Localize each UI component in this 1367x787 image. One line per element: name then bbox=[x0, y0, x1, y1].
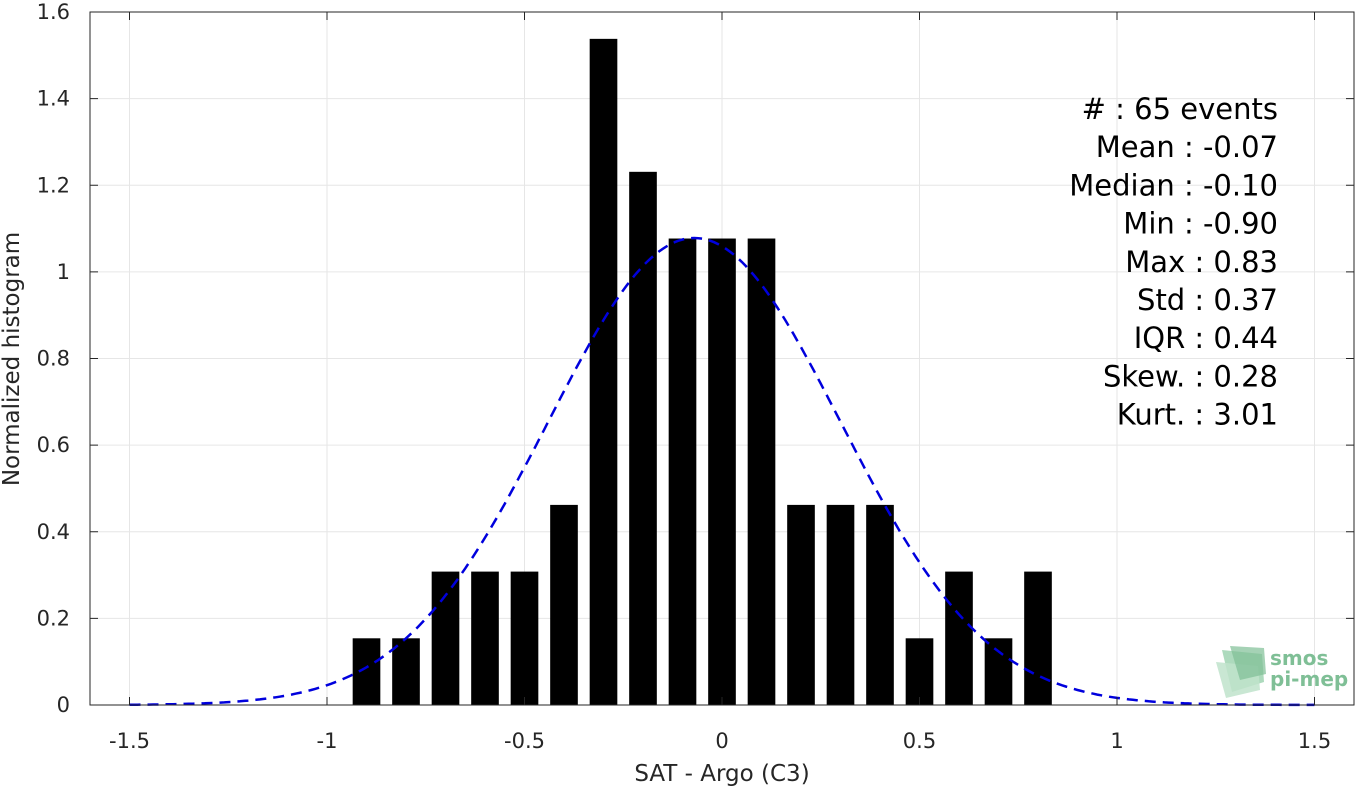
x-tick-label: 0.5 bbox=[903, 729, 936, 753]
y-axis-label: Normalized histogram bbox=[0, 232, 25, 486]
x-tick-label: -1 bbox=[317, 729, 338, 753]
histogram-bar bbox=[866, 504, 894, 705]
x-axis-label: SAT - Argo (C3) bbox=[634, 761, 809, 787]
y-tick-label: 0.2 bbox=[37, 606, 70, 630]
histogram-bar bbox=[352, 638, 381, 705]
logo-text-pimep: pi-mep bbox=[1270, 667, 1348, 691]
histogram-bar bbox=[510, 571, 539, 705]
stat-line: Min : -0.90 bbox=[1123, 207, 1278, 241]
y-tick-label: 1.6 bbox=[37, 0, 70, 24]
stat-line: IQR : 0.44 bbox=[1134, 321, 1278, 355]
x-tick-label: -1.5 bbox=[109, 729, 150, 753]
y-tick-label: 1.4 bbox=[37, 87, 70, 111]
logo-mark-icon bbox=[1216, 646, 1266, 698]
x-tick-label: 1 bbox=[1110, 729, 1123, 753]
y-tick-label: 0.6 bbox=[37, 433, 70, 457]
stat-line: Kurt. : 3.01 bbox=[1117, 398, 1278, 432]
stat-line: Mean : -0.07 bbox=[1096, 130, 1278, 164]
x-tick-label: 0 bbox=[715, 729, 728, 753]
stat-line: Std : 0.37 bbox=[1137, 283, 1278, 317]
histogram-bar bbox=[826, 504, 855, 705]
histogram-bar bbox=[1024, 571, 1052, 705]
stat-line: Median : -0.10 bbox=[1069, 168, 1278, 202]
histogram-bar bbox=[905, 638, 934, 705]
y-tick-label: 1.2 bbox=[37, 173, 70, 197]
stat-line: Skew. : 0.28 bbox=[1103, 359, 1278, 393]
histogram-bar bbox=[550, 504, 578, 705]
histogram-bar bbox=[431, 571, 460, 705]
y-tick-label: 0.8 bbox=[37, 347, 70, 371]
histogram-bar bbox=[392, 638, 420, 705]
y-tick-label: 0.4 bbox=[37, 520, 70, 544]
histogram-bar bbox=[668, 238, 697, 706]
y-tick-label: 0 bbox=[57, 693, 70, 717]
stat-line: # : 65 events bbox=[1082, 92, 1278, 126]
histogram-bars bbox=[352, 38, 1052, 706]
histogram-bar bbox=[471, 571, 499, 705]
histogram-bar bbox=[708, 238, 736, 706]
histogram-bar bbox=[787, 504, 815, 705]
histogram-bar bbox=[629, 171, 657, 705]
histogram-bar bbox=[984, 638, 1013, 705]
x-tick-label: 1.5 bbox=[1298, 729, 1331, 753]
smos-pi-mep-logo: smos pi-mep bbox=[1216, 646, 1348, 698]
histogram-bar bbox=[945, 571, 973, 705]
histogram-bar bbox=[747, 238, 776, 706]
y-axis-ticks: 0 0.2 0.4 0.6 0.8 1 1.2 1.4 1.6 bbox=[37, 0, 1354, 717]
y-tick-label: 1 bbox=[57, 260, 70, 284]
logo-text-smos: smos bbox=[1270, 646, 1328, 670]
x-tick-label: -0.5 bbox=[504, 729, 545, 753]
stat-line: Max : 0.83 bbox=[1125, 245, 1278, 279]
histogram-bar bbox=[589, 38, 618, 705]
statistics-panel: # : 65 events Mean : -0.07 Median : -0.10 M… bbox=[1069, 92, 1278, 432]
x-axis-ticks: -1.5 -1 -0.5 0 0.5 1 1.5 bbox=[109, 12, 1331, 753]
